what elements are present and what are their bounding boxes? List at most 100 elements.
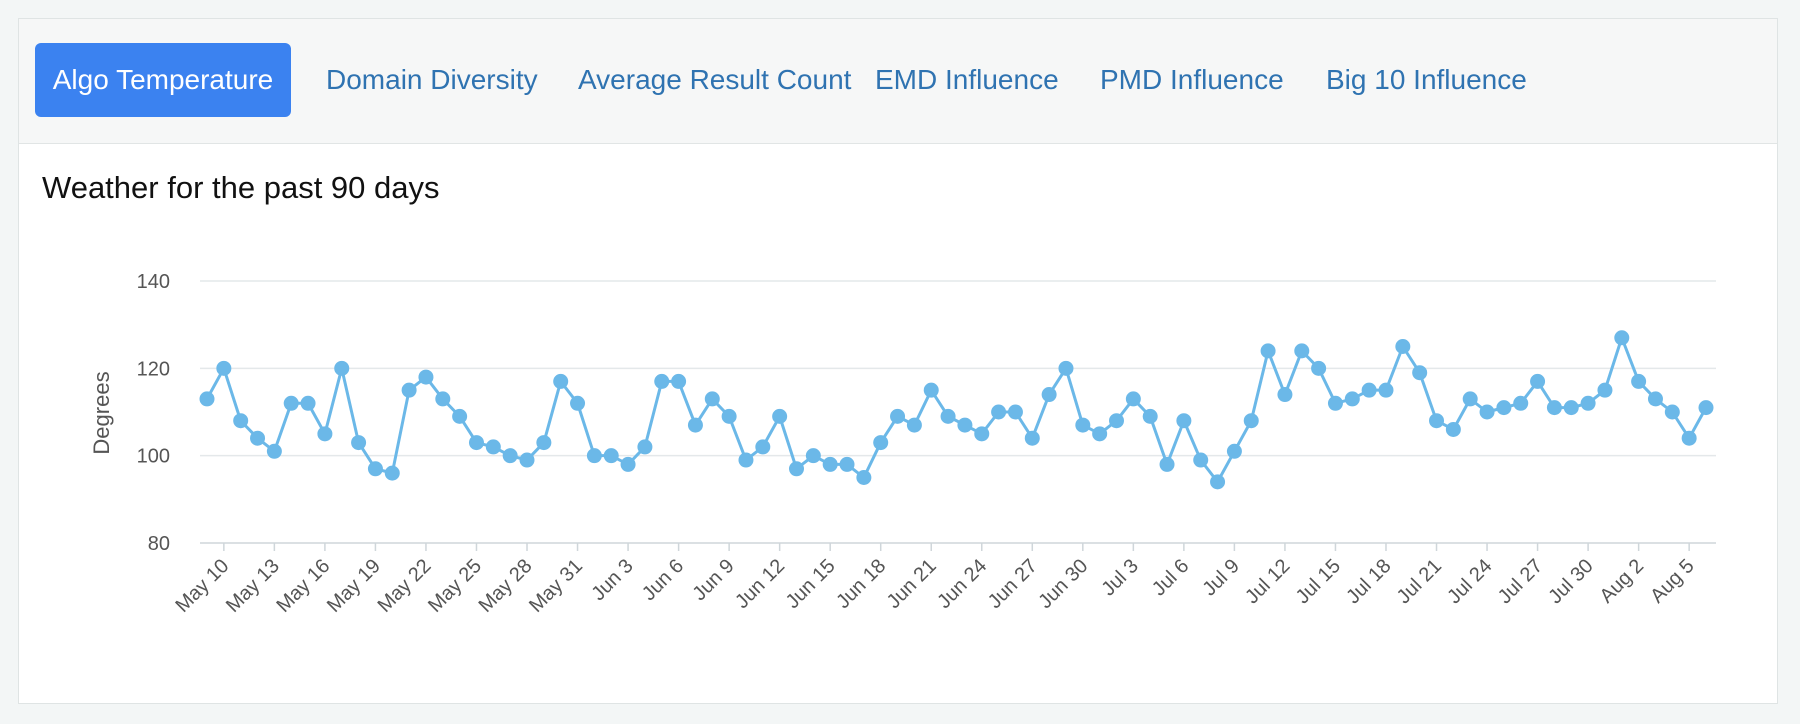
data-point[interactable]: [704, 391, 720, 407]
data-point[interactable]: [216, 360, 232, 376]
data-point[interactable]: [1361, 382, 1377, 398]
data-point[interactable]: [1580, 395, 1596, 411]
x-tick-label: Jul 18: [1342, 555, 1395, 608]
data-point[interactable]: [1614, 330, 1630, 346]
data-point[interactable]: [1226, 443, 1242, 459]
data-point[interactable]: [1243, 413, 1259, 429]
data-point[interactable]: [1445, 421, 1461, 437]
data-point[interactable]: [906, 417, 922, 433]
data-point[interactable]: [991, 404, 1007, 420]
data-point[interactable]: [367, 461, 383, 477]
data-point[interactable]: [266, 443, 282, 459]
data-point[interactable]: [1193, 452, 1209, 468]
data-point[interactable]: [502, 448, 518, 464]
data-point[interactable]: [435, 391, 451, 407]
data-point[interactable]: [1496, 400, 1512, 416]
data-point[interactable]: [351, 435, 367, 451]
data-point[interactable]: [1462, 391, 1478, 407]
data-point[interactable]: [1176, 413, 1192, 429]
data-point[interactable]: [1075, 417, 1091, 433]
data-point[interactable]: [519, 452, 535, 468]
data-point[interactable]: [721, 408, 737, 424]
data-point[interactable]: [1513, 395, 1529, 411]
data-point[interactable]: [1109, 413, 1125, 429]
data-point[interactable]: [788, 461, 804, 477]
data-point[interactable]: [1597, 382, 1613, 398]
data-point[interactable]: [1344, 391, 1360, 407]
data-point[interactable]: [805, 448, 821, 464]
data-point[interactable]: [637, 439, 653, 455]
data-point[interactable]: [1681, 430, 1697, 446]
data-point[interactable]: [1125, 391, 1141, 407]
data-point[interactable]: [957, 417, 973, 433]
x-tick-label: Jul 21: [1393, 555, 1446, 608]
tab-big-10-influence[interactable]: Big 10 Influence: [1326, 64, 1527, 95]
data-point[interactable]: [570, 395, 586, 411]
data-point[interactable]: [468, 435, 484, 451]
data-point[interactable]: [384, 465, 400, 481]
data-point[interactable]: [233, 413, 249, 429]
data-point[interactable]: [1412, 365, 1428, 381]
data-point[interactable]: [839, 456, 855, 472]
data-point[interactable]: [923, 382, 939, 398]
data-point[interactable]: [1041, 387, 1057, 403]
data-point[interactable]: [822, 456, 838, 472]
data-point[interactable]: [1546, 400, 1562, 416]
data-point[interactable]: [1429, 413, 1445, 429]
data-point[interactable]: [940, 408, 956, 424]
data-point[interactable]: [586, 448, 602, 464]
x-tick-label: May 22: [374, 555, 436, 617]
data-point[interactable]: [199, 391, 215, 407]
data-point[interactable]: [1631, 373, 1647, 389]
data-point[interactable]: [1563, 400, 1579, 416]
data-point[interactable]: [738, 452, 754, 468]
data-point[interactable]: [1327, 395, 1343, 411]
data-point[interactable]: [1159, 456, 1175, 472]
data-point[interactable]: [1210, 474, 1226, 490]
data-point[interactable]: [687, 417, 703, 433]
tab-domain-diversity[interactable]: Domain Diversity: [326, 64, 538, 95]
data-point[interactable]: [418, 369, 434, 385]
data-point[interactable]: [536, 435, 552, 451]
data-point[interactable]: [250, 430, 266, 446]
tab-average-result-count[interactable]: Average Result Count: [578, 64, 852, 95]
data-point[interactable]: [334, 360, 350, 376]
data-point[interactable]: [452, 408, 468, 424]
data-point[interactable]: [873, 435, 889, 451]
data-point[interactable]: [974, 426, 990, 442]
data-point[interactable]: [485, 439, 501, 455]
tab-algo-temperature[interactable]: Algo Temperature: [35, 43, 291, 117]
tab-pmd-influence[interactable]: PMD Influence: [1100, 64, 1284, 95]
data-point[interactable]: [1058, 360, 1074, 376]
data-point[interactable]: [1142, 408, 1158, 424]
data-point[interactable]: [1024, 430, 1040, 446]
data-point[interactable]: [283, 395, 299, 411]
tab-emd-influence[interactable]: EMD Influence: [875, 64, 1059, 95]
data-point[interactable]: [1092, 426, 1108, 442]
data-point[interactable]: [1294, 343, 1310, 359]
data-point[interactable]: [553, 373, 569, 389]
data-point[interactable]: [1260, 343, 1276, 359]
data-point[interactable]: [1647, 391, 1663, 407]
data-point[interactable]: [401, 382, 417, 398]
data-point[interactable]: [671, 373, 687, 389]
data-point[interactable]: [1664, 404, 1680, 420]
data-point[interactable]: [1479, 404, 1495, 420]
data-point[interactable]: [890, 408, 906, 424]
data-point[interactable]: [620, 456, 636, 472]
data-point[interactable]: [300, 395, 316, 411]
data-point[interactable]: [1277, 387, 1293, 403]
data-point[interactable]: [1311, 360, 1327, 376]
data-point[interactable]: [1698, 400, 1714, 416]
data-point[interactable]: [856, 470, 872, 485]
data-point[interactable]: [603, 448, 619, 464]
data-point[interactable]: [317, 426, 333, 442]
data-point[interactable]: [1007, 404, 1023, 420]
data-point[interactable]: [1395, 339, 1411, 354]
data-point[interactable]: [1530, 373, 1546, 389]
data-point[interactable]: [654, 373, 670, 389]
data-point[interactable]: [772, 408, 788, 424]
data-point[interactable]: [755, 439, 771, 455]
data-point[interactable]: [1378, 382, 1394, 398]
x-tick-label: May 31: [525, 555, 587, 617]
